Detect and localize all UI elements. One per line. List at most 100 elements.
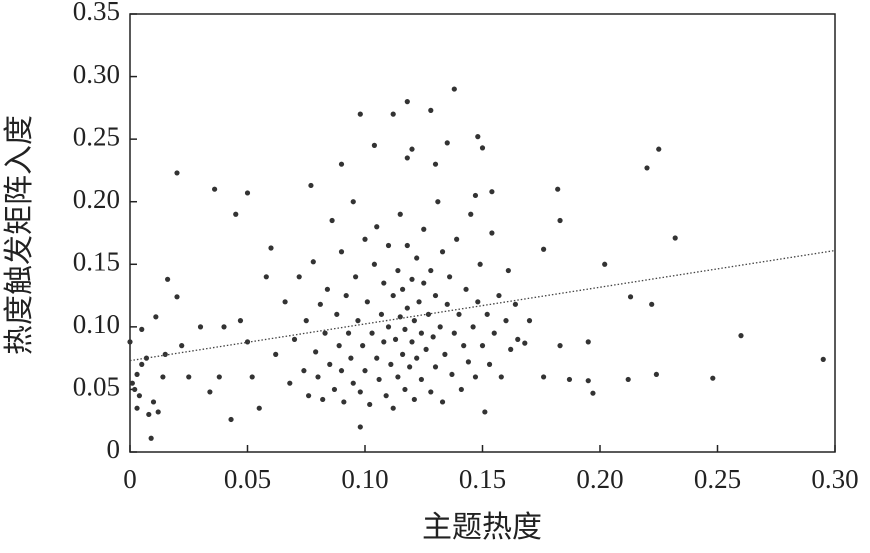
point (644, 165, 650, 171)
point (395, 267, 401, 274)
point (160, 374, 166, 380)
y-tick-label: 0.05 (73, 372, 120, 402)
point (129, 380, 135, 386)
point (134, 405, 140, 411)
x-tick-label: 0.25 (694, 464, 741, 494)
point (404, 155, 410, 161)
point (418, 376, 424, 383)
point (179, 343, 185, 349)
point (432, 364, 439, 370)
y-tick-label: 0.35 (73, 0, 120, 26)
point (374, 224, 380, 230)
y-tick-label: 0.25 (73, 121, 120, 151)
point (505, 267, 511, 274)
point (470, 324, 476, 330)
point (216, 374, 222, 380)
point (357, 111, 363, 117)
point (512, 301, 519, 307)
point (409, 339, 415, 345)
point (430, 334, 436, 340)
point (345, 330, 352, 336)
point (432, 161, 439, 167)
point (479, 343, 486, 349)
point (322, 330, 328, 336)
point (350, 199, 356, 205)
point (362, 236, 368, 242)
point (472, 374, 479, 380)
point (353, 274, 359, 280)
point (400, 286, 406, 292)
point (150, 399, 157, 405)
point (390, 405, 396, 411)
point (221, 324, 227, 330)
point (306, 393, 312, 399)
point (428, 267, 434, 274)
point (489, 230, 495, 236)
x-tick-label: 0.10 (341, 464, 388, 494)
point (439, 249, 446, 255)
point (522, 340, 528, 346)
point (153, 314, 159, 320)
point (498, 374, 504, 380)
point (738, 333, 744, 339)
point (334, 311, 340, 317)
point (174, 294, 180, 300)
point (395, 374, 401, 380)
point (602, 261, 608, 267)
point (348, 355, 354, 361)
point (451, 86, 457, 92)
point (400, 351, 406, 357)
point (421, 280, 427, 286)
point (656, 146, 662, 152)
point (134, 371, 140, 378)
point (475, 299, 481, 305)
point (585, 378, 591, 384)
point (139, 326, 145, 332)
point (491, 330, 497, 336)
point (317, 301, 323, 307)
point (416, 299, 422, 305)
point (503, 318, 509, 324)
x-tick-label: 0.30 (811, 464, 858, 494)
point (310, 259, 316, 265)
point (385, 324, 392, 330)
point (409, 276, 415, 282)
point (411, 396, 417, 403)
point (364, 299, 370, 305)
point (249, 374, 255, 380)
point (496, 292, 502, 299)
point (402, 326, 408, 332)
point (378, 311, 385, 317)
point (486, 361, 493, 367)
point (324, 286, 330, 292)
point (557, 217, 563, 224)
point (475, 134, 481, 140)
point (428, 389, 434, 395)
point (371, 261, 377, 267)
point (390, 111, 396, 117)
point (338, 161, 345, 167)
point (376, 376, 382, 383)
point (244, 190, 251, 196)
point (653, 371, 660, 378)
point (132, 386, 138, 393)
point (407, 364, 413, 370)
point (461, 343, 467, 349)
point (449, 371, 455, 378)
point (308, 182, 314, 189)
x-tick-label: 0.20 (576, 464, 623, 494)
point (437, 324, 443, 330)
point (585, 339, 591, 345)
point (381, 339, 387, 345)
point (228, 416, 234, 423)
point (244, 339, 251, 345)
point (402, 386, 408, 393)
point (625, 376, 631, 383)
point (404, 242, 410, 249)
point (541, 246, 547, 252)
point (526, 318, 533, 324)
point (404, 99, 410, 105)
point (127, 339, 133, 345)
point (444, 301, 450, 307)
